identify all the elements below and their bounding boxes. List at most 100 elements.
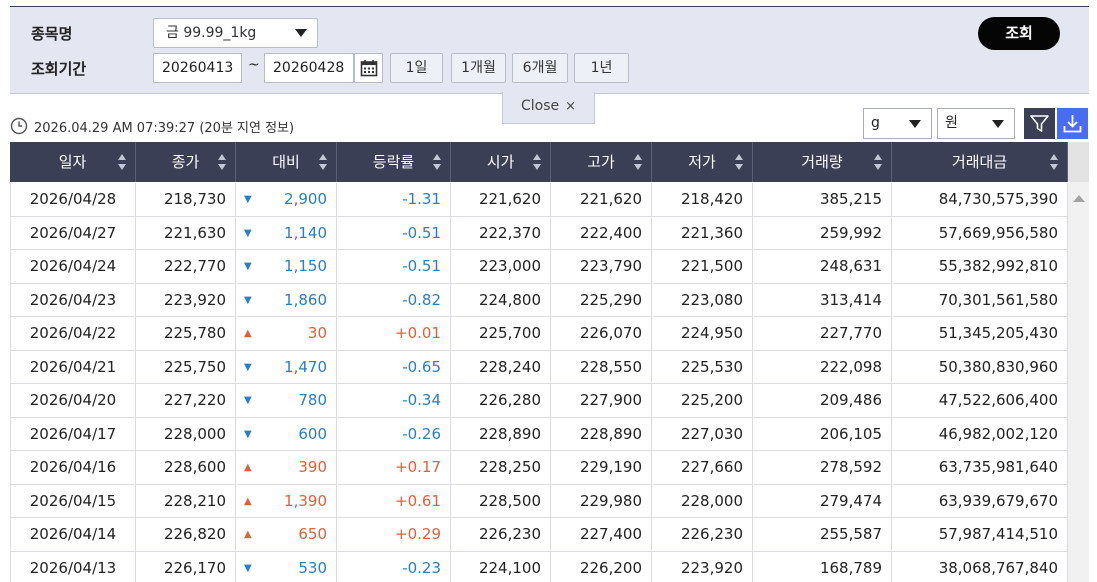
cell-rate: -0.26	[337, 417, 451, 451]
column-header-amount[interactable]: 거래대금	[892, 142, 1068, 182]
close-panel-button[interactable]: Close ×	[502, 92, 595, 124]
change-value: 600	[298, 424, 327, 443]
table-row[interactable]: 2026/04/16 228,600 ▲ 390 +0.17 228,250 2…	[10, 451, 1068, 485]
cell-volume: 385,215	[753, 183, 892, 216]
vertical-scrollbar[interactable]	[1068, 142, 1089, 582]
cell-high: 223,790	[551, 250, 652, 283]
cell-close: 226,170	[136, 551, 236, 582]
change-direction-icon: ▼	[244, 194, 252, 205]
column-header-date[interactable]: 일자	[10, 142, 136, 182]
cell-change: ▲ 30	[236, 317, 337, 350]
cell-open: 226,280	[451, 384, 551, 417]
table-row[interactable]: 2026/04/20 227,220 ▼ 780 -0.34 226,280 2…	[10, 384, 1068, 418]
sort-icon	[1050, 154, 1058, 170]
cell-volume: 222,098	[753, 350, 892, 384]
cell-volume: 227,770	[753, 317, 892, 350]
column-header-change[interactable]: 대비	[236, 142, 337, 182]
cell-close: 228,600	[136, 451, 236, 484]
period-1year-button[interactable]: 1년	[574, 53, 629, 83]
weight-unit-select[interactable]: g	[863, 108, 932, 139]
chevron-down-icon	[992, 120, 1004, 128]
currency-unit-select[interactable]: 원	[937, 108, 1015, 139]
period-1day-button[interactable]: 1일	[390, 53, 443, 83]
cell-volume: 278,592	[753, 451, 892, 484]
cell-date: 2026/04/21	[10, 350, 136, 384]
change-direction-icon: ▲	[244, 529, 252, 540]
cell-date: 2026/04/16	[10, 451, 136, 484]
item-select[interactable]: 금 99.99_1kg	[153, 18, 318, 48]
table-row[interactable]: 2026/04/28 218,730 ▼ 2,900 -1.31 221,620…	[10, 183, 1068, 217]
scroll-up-icon[interactable]	[1073, 195, 1085, 202]
change-value: 390	[298, 458, 327, 476]
cell-high: 227,400	[551, 518, 652, 551]
change-direction-icon: ▼	[244, 428, 252, 440]
cell-rate: +0.61	[337, 484, 451, 518]
cell-rate: -0.51	[337, 216, 451, 250]
calendar-button[interactable]	[354, 53, 383, 83]
change-direction-icon: ▼	[244, 227, 252, 239]
cell-change: ▼ 1,860	[236, 283, 337, 317]
cell-volume: 259,992	[753, 216, 892, 250]
cell-low: 221,360	[652, 216, 753, 250]
cell-date: 2026/04/27	[10, 216, 136, 250]
column-header-label: 거래대금	[951, 153, 1008, 171]
date-from-input[interactable]: 20260413	[153, 53, 242, 83]
table-row[interactable]: 2026/04/17 228,000 ▼ 600 -0.26 228,890 2…	[10, 417, 1068, 451]
sort-icon	[319, 154, 327, 170]
cell-volume: 206,105	[753, 417, 892, 451]
cell-open: 224,800	[451, 283, 551, 317]
cell-rate: -0.23	[337, 551, 451, 582]
weight-unit-value: g	[871, 115, 880, 131]
column-header-open[interactable]: 시가	[451, 142, 551, 182]
column-header-label: 시가	[486, 153, 515, 171]
sort-icon	[735, 154, 743, 170]
cell-change: ▼ 1,140	[236, 216, 337, 250]
download-button[interactable]	[1057, 108, 1088, 139]
sort-icon	[533, 154, 541, 170]
cell-low: 226,230	[652, 518, 753, 551]
cell-low: 218,420	[652, 183, 753, 216]
table-row[interactable]: 2026/04/27 221,630 ▼ 1,140 -0.51 222,370…	[10, 216, 1068, 250]
cell-high: 225,290	[551, 283, 652, 317]
column-header-low[interactable]: 저가	[652, 142, 753, 182]
table-row[interactable]: 2026/04/21 225,750 ▼ 1,470 -0.65 228,240…	[10, 350, 1068, 384]
period-label: 조회기간	[31, 60, 87, 78]
column-header-close[interactable]: 종가	[136, 142, 236, 182]
cell-open: 222,370	[451, 216, 551, 250]
column-header-rate[interactable]: 등락률	[337, 142, 451, 182]
cell-change: ▲ 390	[236, 451, 337, 484]
filter-button[interactable]	[1024, 108, 1055, 139]
cell-open: 228,250	[451, 451, 551, 484]
cell-change: ▼ 780	[236, 384, 337, 417]
cell-open: 225,700	[451, 317, 551, 350]
period-1month-button[interactable]: 1개월	[451, 53, 506, 83]
table-row[interactable]: 2026/04/24 222,770 ▼ 1,150 -0.51 223,000…	[10, 250, 1068, 284]
table-row[interactable]: 2026/04/22 225,780 ▲ 30 +0.01 225,700 22…	[10, 317, 1068, 351]
change-direction-icon: ▲	[244, 328, 252, 339]
cell-change: ▼ 600	[236, 417, 337, 451]
table-row[interactable]: 2026/04/23 223,920 ▼ 1,860 -0.82 224,800…	[10, 283, 1068, 317]
period-6month-button[interactable]: 6개월	[512, 53, 568, 83]
cell-rate: -1.31	[337, 183, 451, 216]
close-label: Close	[520, 98, 560, 114]
cell-date: 2026/04/22	[10, 317, 136, 350]
cell-amount: 70,301,561,580	[892, 283, 1068, 317]
cell-amount: 63,735,981,640	[892, 451, 1068, 484]
scrollbar-header	[1068, 142, 1089, 182]
search-button[interactable]: 조회	[978, 17, 1060, 50]
sort-icon	[874, 154, 882, 170]
table-row[interactable]: 2026/04/14 226,820 ▲ 650 +0.29 226,230 2…	[10, 518, 1068, 552]
table-header: 일자 종가 대비 등락률 시가 고가 저가 거래량 거래대금	[10, 142, 1068, 182]
table-row[interactable]: 2026/04/13 226,170 ▼ 530 -0.23 224,100 2…	[10, 551, 1068, 582]
cell-volume: 255,587	[753, 518, 892, 551]
timestamp: 2026.04.29 AM 07:39:27 (20분 지연 정보)	[34, 121, 295, 136]
date-to-input[interactable]: 20260428	[264, 53, 354, 83]
cell-amount: 84,730,575,390	[892, 183, 1068, 216]
column-header-high[interactable]: 고가	[551, 142, 652, 182]
cell-amount: 47,522,606,400	[892, 384, 1068, 417]
column-header-volume[interactable]: 거래량	[753, 142, 892, 182]
change-direction-icon: ▼	[244, 294, 252, 306]
table-row[interactable]: 2026/04/15 228,210 ▲ 1,390 +0.61 228,500…	[10, 484, 1068, 518]
change-value: 1,150	[284, 257, 327, 275]
item-select-value: 금 99.99_1kg	[166, 25, 257, 41]
